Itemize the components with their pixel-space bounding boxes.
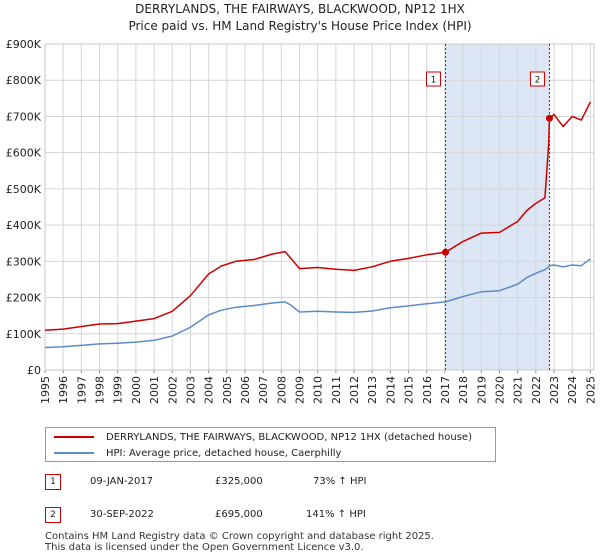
transaction-badge: 1: [45, 474, 61, 490]
footer-licence: This data is licensed under the Open Gov…: [45, 542, 364, 553]
x-tick-label: 2023: [548, 376, 561, 404]
x-tick-label: 2008: [275, 376, 288, 404]
sale-point: [545, 114, 553, 122]
hpi-line: [44, 258, 591, 349]
sale-marker-label: 2: [535, 76, 541, 86]
x-tick-label: 2024: [566, 376, 579, 404]
transaction-date: 09-JAN-2017: [90, 476, 154, 487]
transaction-hpi-change: 141% ↑ HPI: [306, 509, 366, 520]
x-tick-label: 2000: [130, 376, 143, 404]
x-tick-label: 2014: [384, 376, 397, 404]
legend-item-hpi: HPI: Average price, detached house, Caer…: [54, 446, 341, 460]
x-tick-label: 2006: [239, 376, 252, 404]
x-tick-label: 2009: [294, 376, 307, 404]
x-tick-label: 1998: [94, 376, 107, 404]
sale-marker-label: 1: [431, 76, 437, 86]
x-tick-label: 1999: [112, 376, 125, 404]
x-tick-label: 1997: [75, 376, 88, 404]
x-tick-label: 2004: [203, 376, 216, 404]
x-tick-label: 2003: [184, 376, 197, 404]
x-tick-label: 2018: [457, 376, 470, 404]
y-tick-label: £500K: [6, 183, 42, 196]
x-tick-label: 2015: [403, 376, 416, 404]
chart-title-address: DERRYLANDS, THE FAIRWAYS, BLACKWOOD, NP1…: [135, 2, 465, 16]
x-tick-label: 2022: [530, 376, 543, 404]
y-tick-label: £400K: [6, 219, 42, 232]
x-tick-label: 1995: [39, 376, 52, 404]
legend-label-hpi: HPI: Average price, detached house, Caer…: [106, 447, 342, 459]
x-tick-label: 2012: [348, 376, 361, 404]
transaction-hpi-change: 73% ↑ HPI: [313, 476, 367, 487]
price-paid-line: [44, 101, 592, 331]
y-tick-label: £200K: [6, 292, 42, 305]
chart-area: 1 2 £0 £100K £200K £300K £400K £500K £600K £700K…: [6, 38, 598, 404]
x-tick-label: 2013: [366, 376, 379, 404]
x-tick-label: 2001: [148, 376, 161, 404]
plot-frame: [44, 43, 595, 371]
transaction-price: £325,000: [215, 476, 263, 487]
x-tick-label: 2021: [512, 376, 525, 404]
chart-subtitle: Price paid vs. HM Land Registry's House …: [128, 19, 472, 33]
sale-marker-box: [529, 71, 545, 87]
x-tick-label: 2025: [584, 376, 597, 404]
y-tick-label: £600K: [6, 147, 42, 160]
x-tick-label: 2017: [439, 376, 452, 404]
sale-marker-box: [425, 71, 441, 87]
footer: Contains HM Land Registry data © Crown c…: [45, 531, 434, 553]
y-tick-label: £800K: [6, 74, 42, 87]
legend-item-property: DERRYLANDS, THE FAIRWAYS, BLACKWOOD, NP1…: [54, 430, 472, 444]
footer-copyright: Contains HM Land Registry data © Crown c…: [45, 531, 434, 542]
x-tick-label: 2010: [312, 376, 325, 404]
x-tick-label: 2011: [330, 376, 343, 404]
x-tick-label: 2016: [421, 376, 434, 404]
shaded-region: [445, 44, 550, 370]
x-tick-label: 2002: [166, 376, 179, 404]
transaction-date: 30-SEP-2022: [90, 509, 154, 520]
legend-label-property: DERRYLANDS, THE FAIRWAYS, BLACKWOOD, NP1…: [106, 431, 472, 443]
y-tick-label: £300K: [6, 255, 42, 268]
x-tick-label: 1996: [57, 376, 70, 404]
sale-point: [441, 248, 449, 256]
x-tick-label: 2005: [221, 376, 234, 404]
y-tick-label: £0: [27, 364, 41, 377]
x-tick-label: 2019: [475, 376, 488, 404]
legend: DERRYLANDS, THE FAIRWAYS, BLACKWOOD, NP1…: [45, 427, 496, 462]
x-tick-label: 2007: [257, 376, 270, 404]
legend-swatch-hpi: [54, 452, 94, 454]
y-tick-label: £100K: [6, 328, 42, 341]
legend-swatch-property: [54, 436, 94, 438]
x-tick-label: 2020: [493, 376, 506, 404]
y-tick-label: £900K: [6, 38, 42, 51]
y-tick-label: £700K: [6, 110, 42, 123]
transaction-badge: 2: [45, 507, 61, 523]
transaction-price: £695,000: [215, 509, 263, 520]
